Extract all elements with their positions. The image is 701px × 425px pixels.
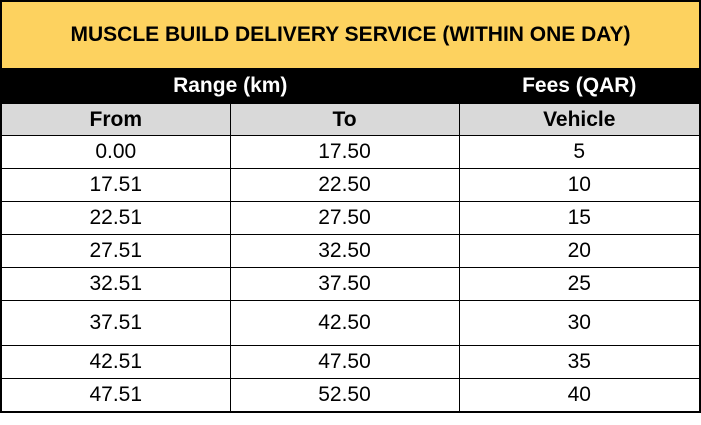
vehicle-fee-cell[interactable]: 25 (458, 267, 701, 301)
from-cell[interactable]: 0.00 (0, 135, 231, 169)
table-row: 47.51 52.50 40 (0, 378, 701, 413)
from-cell[interactable]: 32.51 (0, 267, 231, 301)
from-cell[interactable]: 47.51 (0, 378, 231, 413)
fees-group-header[interactable]: Fees (QAR) (458, 68, 701, 104)
table-row: 32.51 37.50 25 (0, 267, 701, 301)
vehicle-fee-cell[interactable]: 20 (458, 234, 701, 268)
table-row: 0.00 17.50 5 (0, 135, 701, 169)
table-row: 42.51 47.50 35 (0, 345, 701, 379)
table-row: 17.51 22.50 10 (0, 168, 701, 202)
column-header-row: From To Vehicle (0, 103, 701, 136)
from-cell[interactable]: 17.51 (0, 168, 231, 202)
to-cell[interactable]: 52.50 (229, 378, 460, 413)
from-cell[interactable]: 22.51 (0, 201, 231, 235)
table-row: 27.51 32.50 20 (0, 234, 701, 268)
title-row: MUSCLE BUILD DELIVERY SERVICE (WITHIN ON… (0, 0, 701, 69)
to-cell[interactable]: 17.50 (229, 135, 460, 169)
table-row: 22.51 27.50 15 (0, 201, 701, 235)
table-row: 37.51 42.50 30 (0, 300, 701, 346)
vehicle-fee-cell[interactable]: 35 (458, 345, 701, 379)
range-group-header[interactable]: Range (km) (0, 68, 460, 104)
from-cell[interactable]: 42.51 (0, 345, 231, 379)
to-cell[interactable]: 32.50 (229, 234, 460, 268)
vehicle-column-header[interactable]: Vehicle (458, 103, 701, 136)
group-header-row: Range (km) Fees (QAR) (0, 68, 701, 104)
vehicle-fee-cell[interactable]: 30 (458, 300, 701, 346)
vehicle-fee-cell[interactable]: 10 (458, 168, 701, 202)
from-cell[interactable]: 27.51 (0, 234, 231, 268)
delivery-fees-table: MUSCLE BUILD DELIVERY SERVICE (WITHIN ON… (0, 0, 701, 413)
vehicle-fee-cell[interactable]: 15 (458, 201, 701, 235)
to-cell[interactable]: 22.50 (229, 168, 460, 202)
from-column-header[interactable]: From (0, 103, 231, 136)
table-title[interactable]: MUSCLE BUILD DELIVERY SERVICE (WITHIN ON… (0, 0, 701, 69)
vehicle-fee-cell[interactable]: 40 (458, 378, 701, 413)
vehicle-fee-cell[interactable]: 5 (458, 135, 701, 169)
to-cell[interactable]: 47.50 (229, 345, 460, 379)
from-cell[interactable]: 37.51 (0, 300, 231, 346)
to-cell[interactable]: 27.50 (229, 201, 460, 235)
to-cell[interactable]: 37.50 (229, 267, 460, 301)
to-cell[interactable]: 42.50 (229, 300, 460, 346)
to-column-header[interactable]: To (229, 103, 460, 136)
